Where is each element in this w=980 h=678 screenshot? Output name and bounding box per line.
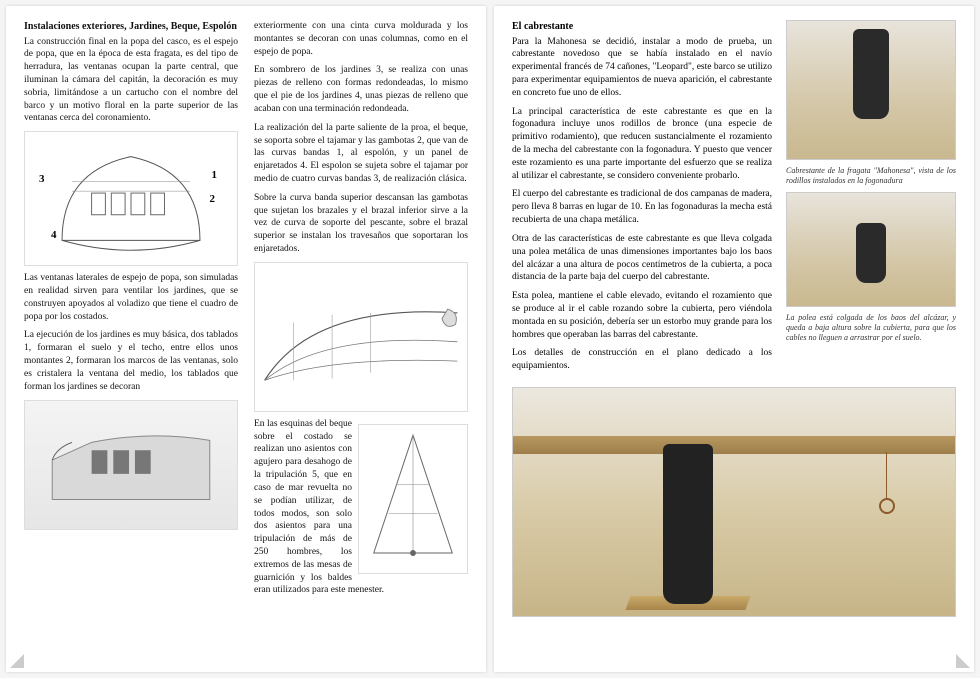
bow-svg [255,263,467,411]
render-column: Cabrestante de la fragata "Mahonesa", vi… [786,20,956,379]
figure-bow-diagram [254,262,468,412]
render-beam [513,436,955,454]
left-c1-p1: La construcción final en la popa del cas… [24,36,238,126]
render-rope [886,452,887,500]
side-svg [25,401,237,529]
stern-svg [25,132,237,265]
figure-stern-diagram: 1 2 3 4 [24,131,238,266]
caption-2: La polea está colgada de los baos del al… [786,313,956,343]
right-p3: El cuerpo del cabrestante es tradicional… [512,188,772,226]
render-capstan-top [786,20,956,160]
caption-1: Cabrestante de la fragata "Mahonesa", vi… [786,166,956,186]
page-right: El cabrestante Para la Mahonesa se decid… [494,6,974,672]
right-p2: La principal característica de este cabr… [512,106,772,183]
label-4: 4 [51,228,57,243]
left-column-2: exteriormente con una cinta curva moldur… [254,20,468,658]
page-corner-right [956,654,970,668]
left-c2-p4: Sobre la curva banda superior descansan … [254,192,468,256]
page-left: Instalaciones exteriores, Jardines, Bequ… [6,6,486,672]
left-c1-p2: Las ventanas laterales de espejo de popa… [24,272,238,323]
right-p1: Para la Mahonesa se decidió, instalar a … [512,36,772,100]
right-text-column: El cabrestante Para la Mahonesa se decid… [512,20,772,379]
heading-right: El cabrestante [512,20,772,34]
page-corner-left [10,654,24,668]
label-3: 3 [39,172,45,187]
beque-block: En las esquinas del beque sobre el costa… [254,418,468,603]
figure-side-render [24,400,238,530]
label-2: 2 [210,192,216,207]
right-top-row: El cabrestante Para la Mahonesa se decid… [512,20,956,379]
render-capstan-body [663,444,713,604]
right-p5: Esta polea, mantiene el cable elevado, e… [512,290,772,341]
left-c1-p3: La ejecución de los jardines es muy bási… [24,329,238,393]
left-c2-p2: En sombrero de los jardines 3, se realiz… [254,64,468,115]
right-p4: Otra de las características de este cabr… [512,233,772,284]
label-1: 1 [212,168,218,183]
left-c2-p1: exteriormente con una cinta curva moldur… [254,20,468,58]
beque-svg [359,425,467,573]
render-capstan-large [512,387,956,617]
render-pulley [879,498,895,514]
heading-left: Instalaciones exteriores, Jardines, Bequ… [24,20,238,34]
render-capstan-exploded [786,192,956,307]
left-column-1: Instalaciones exteriores, Jardines, Bequ… [24,20,238,658]
right-p6: Los detalles de construcción en el plano… [512,347,772,373]
left-c2-p3: La realización del la parte saliente de … [254,122,468,186]
figure-beque-top [358,424,468,574]
